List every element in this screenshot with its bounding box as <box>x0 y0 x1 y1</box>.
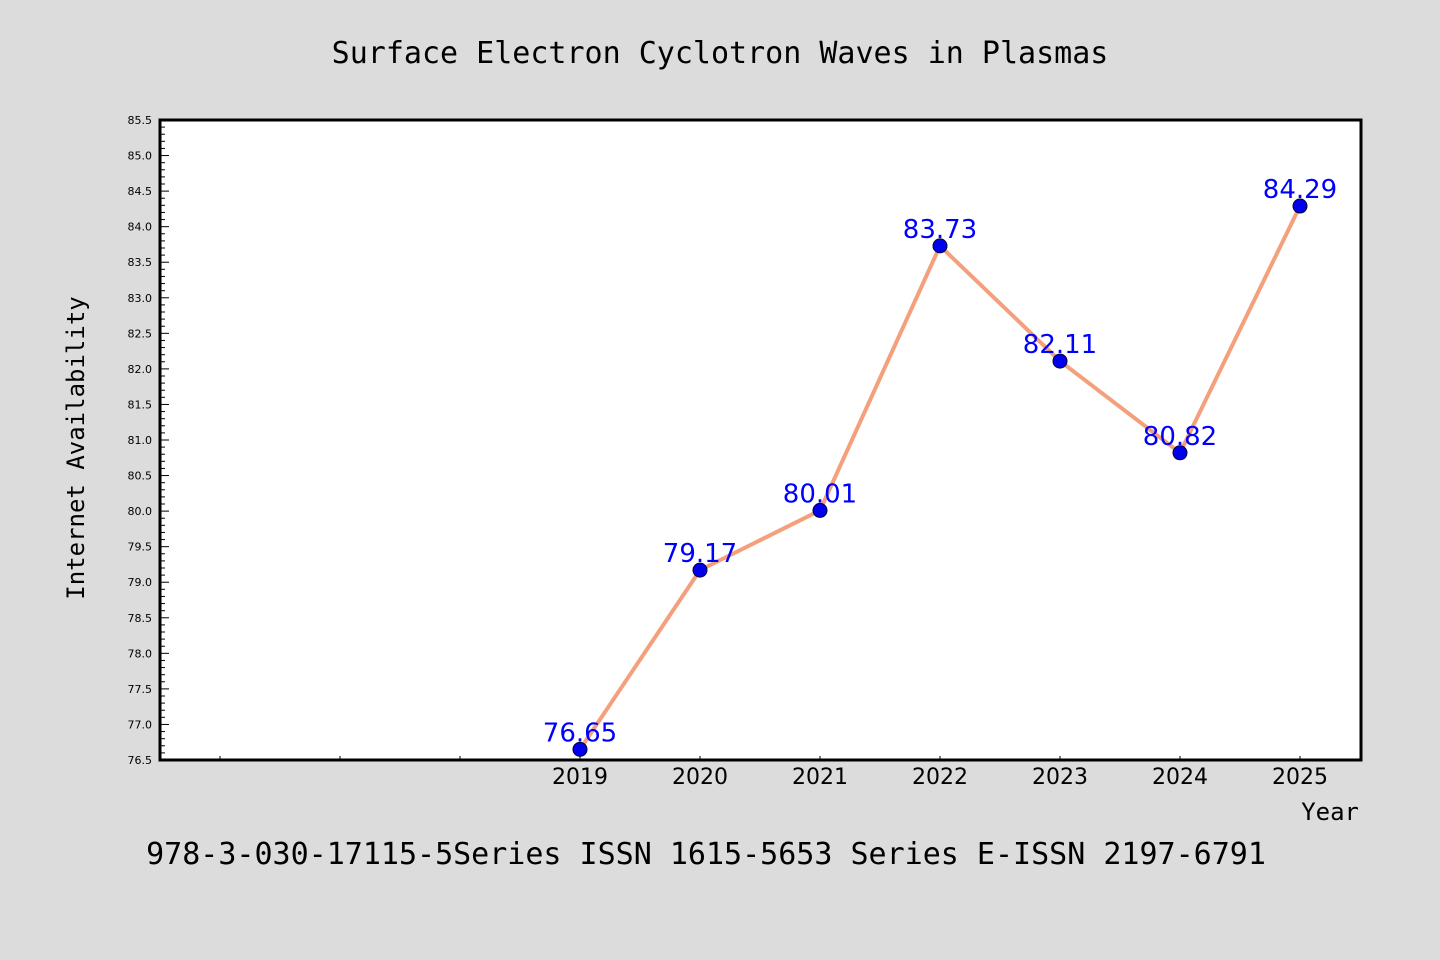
x-tick-label: 2022 <box>912 765 968 790</box>
y-tick-label: 82.5 <box>128 327 153 340</box>
data-label: 79.17 <box>663 539 737 569</box>
x-tick-label: 2021 <box>792 765 848 790</box>
x-axis: 2019 2020 2021 2022 2023 2024 2025 <box>219 756 1328 790</box>
x-tick-label: 2023 <box>1032 765 1088 790</box>
chart-title: Surface Electron Cyclotron Waves in Plas… <box>332 36 1109 71</box>
data-label: 83.73 <box>903 215 977 245</box>
data-label: 80.82 <box>1143 422 1217 452</box>
y-tick-label: 83.0 <box>128 292 153 305</box>
y-tick-label: 78.0 <box>128 647 153 660</box>
y-tick-label: 80.0 <box>128 505 153 518</box>
y-tick-label: 84.0 <box>128 221 153 234</box>
y-tick-label: 84.5 <box>128 185 153 198</box>
data-point <box>812 502 828 518</box>
footer-text: 978-3-030-17115-5Series ISSN 1615-5653 S… <box>146 837 1266 872</box>
x-tick-label: 2019 <box>552 765 608 790</box>
y-tick-label: 77.0 <box>128 718 153 731</box>
y-axis-label: Internet Availability <box>62 296 90 599</box>
data-label: 82.11 <box>1023 330 1097 360</box>
x-axis-label: Year <box>1301 798 1359 826</box>
x-tick-label: 2024 <box>1152 765 1208 790</box>
data-point <box>1292 198 1308 214</box>
data-label: 84.29 <box>1263 175 1337 205</box>
y-tick-label: 82.0 <box>128 363 153 376</box>
y-axis: 76.5 77.0 77.5 78.0 78.5 79.0 79.5 80.0 80.5 81.0… <box>128 114 169 767</box>
data-label: 80.01 <box>783 479 857 509</box>
y-tick-label: 78.5 <box>128 612 153 625</box>
y-tick-label: 83.5 <box>128 256 153 269</box>
y-tick-label: 81.0 <box>128 434 153 447</box>
data-point <box>572 741 588 757</box>
y-tick-label: 81.5 <box>128 398 153 411</box>
y-tick-label: 80.5 <box>128 470 153 483</box>
series-layer: 76.65 79.17 80.01 83.73 82.11 80.82 84.29 <box>543 175 1337 757</box>
x-tick-label: 2020 <box>672 765 728 790</box>
data-label: 76.65 <box>543 718 617 748</box>
y-tick-label: 79.5 <box>128 541 153 554</box>
y-tick-label: 76.5 <box>128 754 153 767</box>
data-point <box>1172 445 1188 461</box>
data-point <box>1052 353 1068 369</box>
y-tick-label: 85.5 <box>128 114 153 127</box>
y-tick-label: 85.0 <box>128 150 153 163</box>
x-tick-label: 2025 <box>1272 765 1328 790</box>
data-point <box>932 238 948 254</box>
y-tick-label: 77.5 <box>128 683 153 696</box>
y-tick-label: 79.0 <box>128 576 153 589</box>
data-point <box>692 562 708 578</box>
